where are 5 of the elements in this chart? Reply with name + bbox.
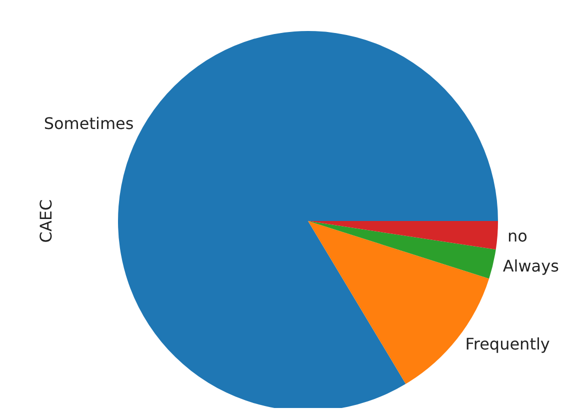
slice-label: no	[507, 226, 528, 246]
slice-label: Sometimes	[44, 114, 134, 133]
slice-label: Always	[502, 256, 559, 276]
text: CAEC	[36, 199, 56, 243]
slice-label: Frequently	[465, 334, 550, 354]
